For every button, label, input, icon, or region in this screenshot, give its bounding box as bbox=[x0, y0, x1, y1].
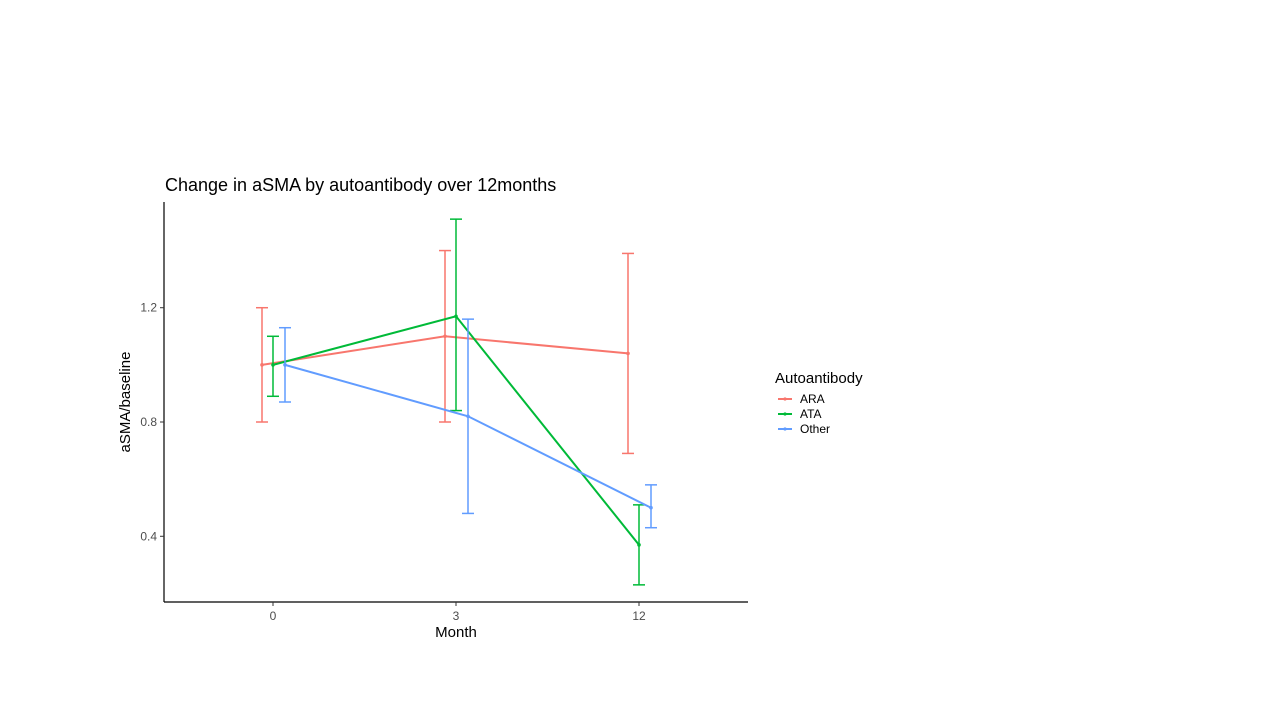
data-point-ara bbox=[260, 363, 264, 367]
x-tick-label: 0 bbox=[270, 609, 277, 623]
legend-key-point-ara bbox=[783, 397, 787, 401]
x-tick-label: 12 bbox=[632, 609, 646, 623]
legend-label-ara: ARA bbox=[800, 392, 825, 406]
y-axis-title: aSMA/baseline bbox=[117, 352, 134, 453]
data-point-other bbox=[466, 414, 470, 419]
legend-key-point-ata bbox=[783, 412, 787, 416]
data-point-ara bbox=[443, 334, 447, 339]
y-axis-ticks: 0.4 0.8 1.2 bbox=[140, 301, 164, 543]
legend-label-ata: ATA bbox=[800, 407, 822, 421]
y-tick-label: 0.8 bbox=[140, 415, 157, 429]
legend-label-other: Other bbox=[800, 422, 830, 436]
data-point-ata bbox=[454, 314, 458, 319]
y-tick-label: 1.2 bbox=[140, 301, 157, 315]
x-axis-ticks: 0 3 12 bbox=[270, 602, 646, 623]
x-tick-label: 3 bbox=[453, 609, 460, 623]
plot-area bbox=[256, 218, 657, 586]
legend-key-point-other bbox=[783, 427, 787, 431]
chart-title: Change in aSMA by autoantibody over 12mo… bbox=[165, 175, 556, 195]
y-tick-label: 0.4 bbox=[140, 529, 157, 543]
data-point-other bbox=[283, 363, 287, 367]
data-point-ara bbox=[626, 351, 630, 356]
legend-title: Autoantibody bbox=[775, 370, 863, 387]
data-point-other bbox=[649, 505, 653, 510]
data-point-ata bbox=[637, 543, 641, 547]
data-point-ata bbox=[271, 363, 275, 367]
x-axis-title: Month bbox=[435, 624, 477, 641]
